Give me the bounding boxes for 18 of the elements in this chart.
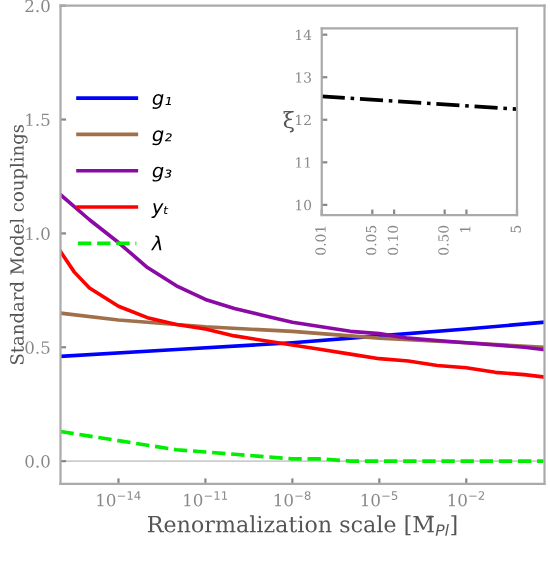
y-tick-label: 0.0 — [25, 455, 50, 468]
y-tick-label: 1.0 — [26, 227, 50, 240]
legend-label: g₁ — [152, 94, 171, 109]
y-tick-label: 1.5 — [26, 113, 50, 127]
x-tick-label: 10$^{−5}$ — [361, 491, 398, 507]
x-tick-label: 10$^{−8}$ — [274, 491, 311, 507]
y-tick-label: 0.5 — [25, 341, 50, 354]
x-tick-label: 10$^{−14}$ — [97, 491, 141, 507]
y-axis-title: Standard Model couplings — [9, 124, 28, 365]
x-tick-label: 10$^{−11}$ — [184, 491, 228, 507]
y-axis-title: ξ — [283, 110, 294, 133]
x-tick-label: 10$^{−2}$ — [448, 491, 485, 507]
legend-label: g₂ — [152, 130, 172, 146]
x-axis-title: Renormalization scale [M̄$_{Pl}$] — [147, 515, 457, 536]
legend-label: yₜ — [151, 203, 169, 218]
y-tick-label: 2.0 — [25, 0, 50, 13]
legend-label: λ — [151, 235, 162, 251]
legend-label: g₃ — [152, 166, 172, 182]
